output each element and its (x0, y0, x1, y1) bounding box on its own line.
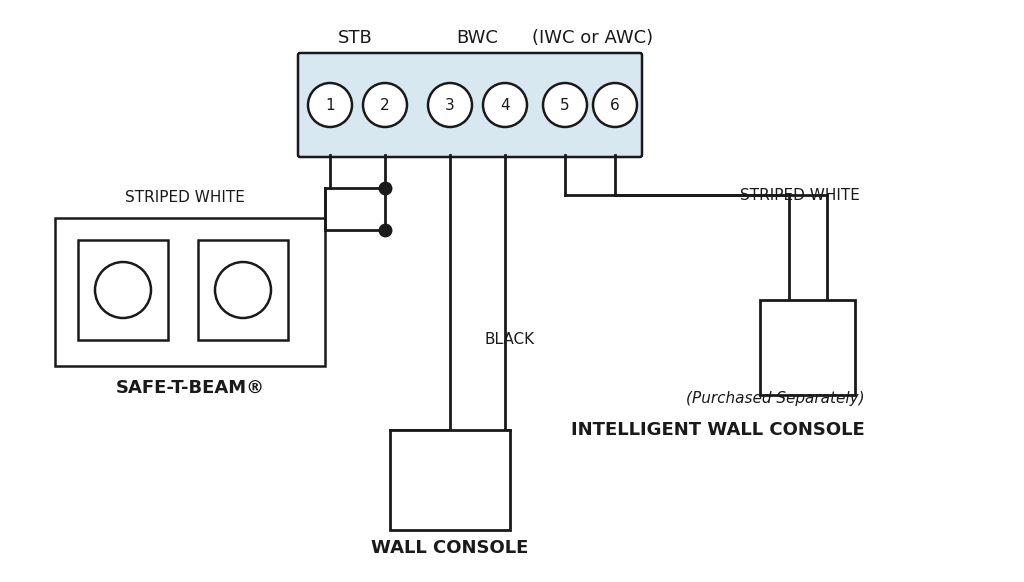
Bar (78, 240, 168, 340)
Circle shape (362, 83, 407, 127)
Circle shape (308, 83, 352, 127)
Circle shape (483, 83, 527, 127)
Text: BLACK: BLACK (485, 332, 536, 347)
Text: (IWC or AWC): (IWC or AWC) (532, 29, 653, 47)
Text: 5: 5 (560, 98, 569, 112)
Circle shape (215, 262, 271, 318)
Circle shape (593, 83, 637, 127)
Bar (390, 430, 510, 530)
Text: INTELLIGENT WALL CONSOLE: INTELLIGENT WALL CONSOLE (571, 421, 865, 439)
Text: 6: 6 (610, 98, 620, 112)
FancyBboxPatch shape (298, 53, 642, 157)
Text: STRIPED WHITE: STRIPED WHITE (125, 190, 245, 205)
Text: 2: 2 (380, 98, 390, 112)
Bar (55, 218, 325, 366)
Text: WALL CONSOLE: WALL CONSOLE (372, 539, 528, 557)
Bar (760, 300, 855, 395)
Text: STB: STB (338, 29, 373, 47)
Text: 4: 4 (500, 98, 510, 112)
Text: 1: 1 (326, 98, 335, 112)
Bar (198, 240, 288, 340)
Circle shape (95, 262, 151, 318)
Text: STRIPED WHITE: STRIPED WHITE (740, 187, 860, 203)
Text: SAFE-T-BEAM®: SAFE-T-BEAM® (116, 379, 264, 397)
Circle shape (543, 83, 587, 127)
Text: BWC: BWC (456, 29, 498, 47)
Text: 3: 3 (445, 98, 455, 112)
Text: (Purchased Separately): (Purchased Separately) (686, 391, 865, 406)
Circle shape (428, 83, 472, 127)
